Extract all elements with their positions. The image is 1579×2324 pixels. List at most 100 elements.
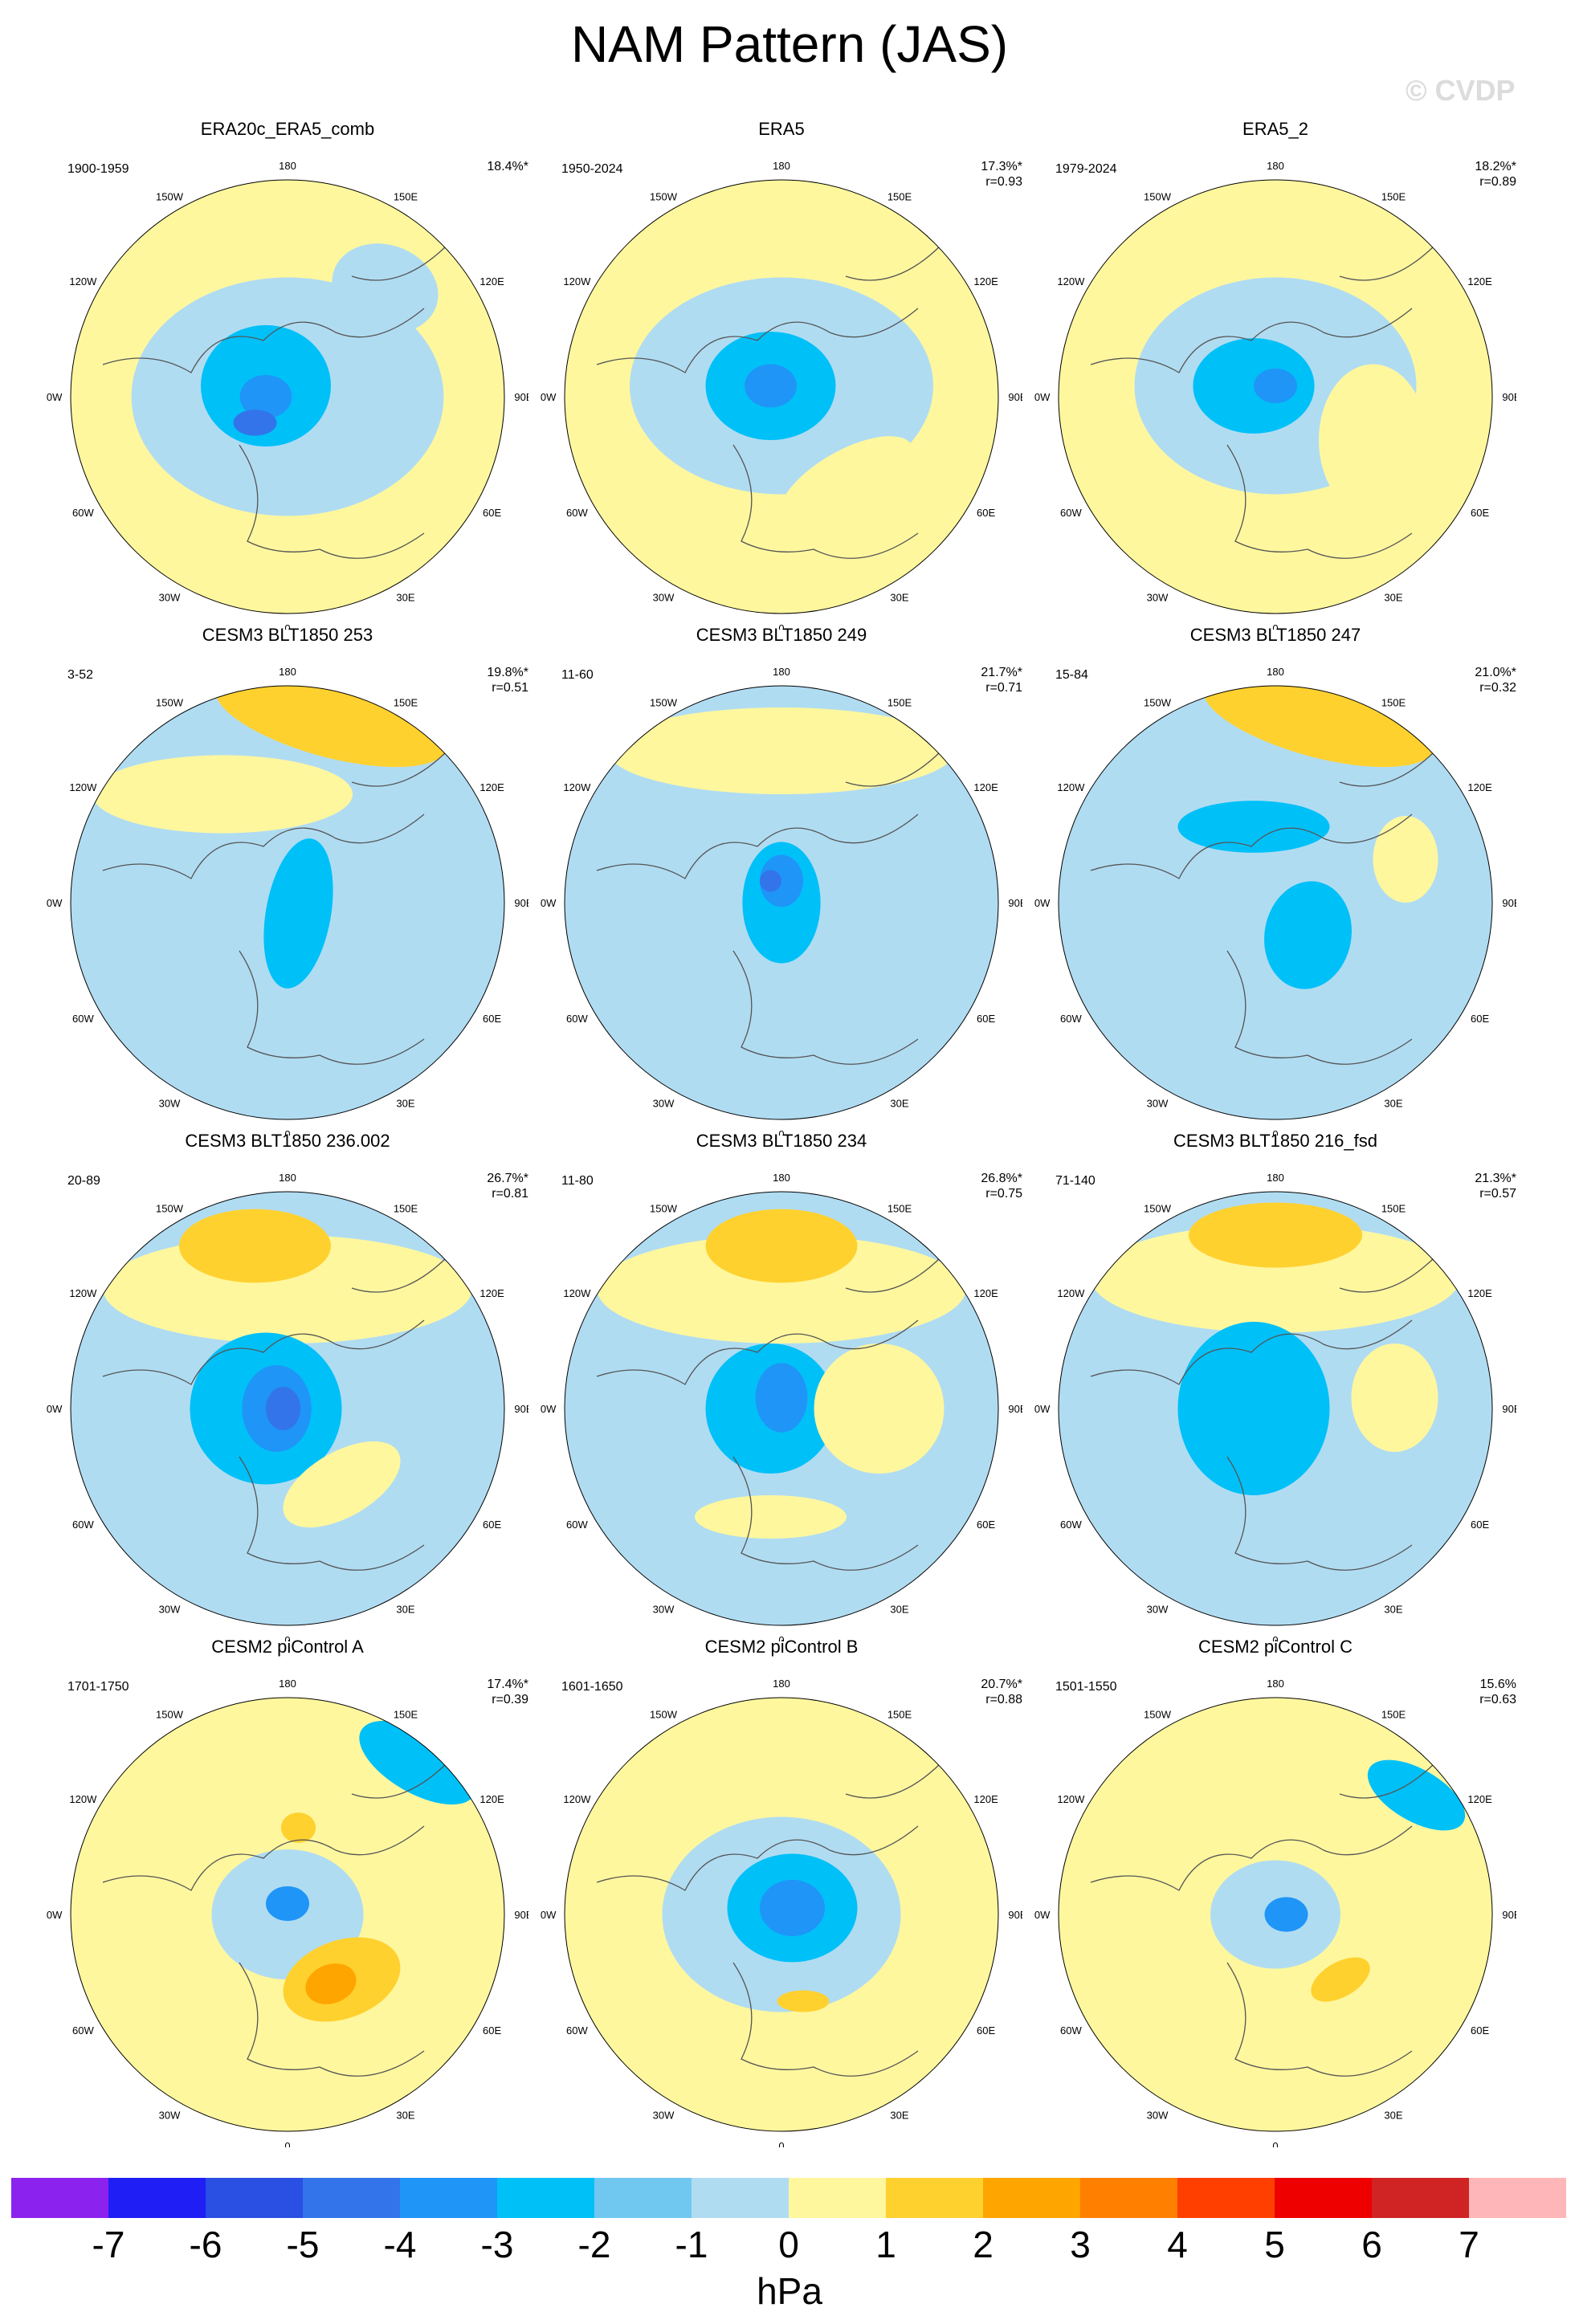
contour-region xyxy=(1189,1202,1362,1268)
contour-region xyxy=(814,1343,945,1474)
panel-stats: 21.3%* r=0.57 xyxy=(1420,1171,1516,1201)
lon-label: 30W xyxy=(1147,591,1169,603)
lon-label: 0 xyxy=(284,622,290,630)
panel-title: CESM3 BLT1850 234 xyxy=(696,1131,867,1151)
lon-label: 120W xyxy=(563,1287,591,1299)
colorbar-swatch xyxy=(983,2178,1080,2218)
colorbar-swatch xyxy=(1469,2178,1566,2218)
lon-label: 60E xyxy=(977,1519,995,1531)
lon-label: 120E xyxy=(973,1287,998,1299)
panel-title: CESM3 BLT1850 236.002 xyxy=(185,1131,390,1151)
lon-label: 30E xyxy=(396,1603,414,1615)
lon-label: 120W xyxy=(563,1793,591,1805)
lon-label: 90W xyxy=(47,1403,63,1415)
colorbar-swatch xyxy=(303,2178,400,2218)
panel-stats: 18.4%* xyxy=(432,159,528,174)
lon-label: 180 xyxy=(773,1678,790,1690)
lon-label: 60E xyxy=(483,2024,501,2037)
panel-stats: 18.2%* r=0.89 xyxy=(1420,159,1516,190)
lon-label: 60W xyxy=(72,2024,94,2037)
polar-map: 180 150E 120E 90E 60E 30E 0 30W 60W 90W 120W 150W xyxy=(47,1678,528,2147)
lon-label: 60W xyxy=(566,1519,588,1531)
lon-label: 30W xyxy=(1147,2109,1169,2121)
contour-region xyxy=(1254,368,1297,404)
contour-region xyxy=(705,1209,858,1283)
contour-region xyxy=(777,1990,830,2012)
lon-label: 120W xyxy=(1057,781,1085,793)
lon-label: 0 xyxy=(284,2140,290,2147)
lon-label: 120W xyxy=(69,1287,97,1299)
lon-label: 90W xyxy=(1034,1403,1051,1415)
lon-label: 90E xyxy=(1008,1403,1022,1415)
map-border xyxy=(1058,1191,1493,1626)
map-border xyxy=(1058,179,1493,614)
map-panel: ERA5 1950-2024 17.3%* r=0.93 180 150E 120E 90E 6… xyxy=(532,119,1030,633)
contour-region xyxy=(778,436,915,531)
panel-percent: 26.8%* xyxy=(981,1172,1022,1185)
contour-region xyxy=(179,1209,331,1283)
lon-label: 60E xyxy=(483,1519,501,1531)
lon-label: 30W xyxy=(653,1097,675,1109)
panel-correlation: r=0.51 xyxy=(492,681,528,695)
polar-map: 180 150E 120E 90E 60E 30E 0 30W 60W 90W 120W 150W xyxy=(541,1678,1022,2147)
lon-label: 120E xyxy=(1467,275,1492,287)
colorbar-swatch xyxy=(1177,2178,1275,2218)
lon-label: 60E xyxy=(483,1013,501,1025)
contour-region xyxy=(695,1495,847,1539)
contour-region xyxy=(760,870,781,892)
lon-label: 30E xyxy=(396,1097,414,1109)
contour-region xyxy=(1351,1343,1438,1452)
polar-map: 180 150E 120E 90E 60E 30E 0 30W 60W 90W 120W 150W xyxy=(47,1172,528,1641)
lon-label: 60E xyxy=(1471,1519,1489,1531)
lon-label: 30E xyxy=(890,1097,908,1109)
map-panel: ERA20c_ERA5_comb 1900-1959 18.4%* 180 150E 12… xyxy=(39,119,537,633)
coastline xyxy=(596,749,943,1065)
polar-map: 180 150E 120E 90E 60E 30E 0 30W 60W 90W 120W 150W xyxy=(541,666,1022,1135)
lon-label: 120E xyxy=(479,1287,504,1299)
colorbar-tick-label: 3 xyxy=(1070,2224,1091,2265)
map-border xyxy=(564,1191,999,1626)
lon-label: 90W xyxy=(1034,391,1051,403)
colorbar-swatch xyxy=(108,2178,206,2218)
lon-label: 90W xyxy=(541,391,557,403)
colorbar-swatch xyxy=(11,2178,108,2218)
lon-label: 60E xyxy=(1471,1013,1489,1025)
lon-label: 180 xyxy=(773,1172,790,1184)
lon-label: 90W xyxy=(541,897,557,909)
lon-label: 60E xyxy=(977,507,995,519)
panel-percent: 21.3%* xyxy=(1475,1172,1516,1185)
lon-label: 150W xyxy=(650,1709,678,1721)
lon-label: 30E xyxy=(396,2109,414,2121)
lon-label: 0 xyxy=(1272,1128,1278,1135)
lon-label: 150W xyxy=(1144,1709,1172,1721)
panel-title: CESM3 BLT1850 253 xyxy=(202,625,373,645)
contour-region xyxy=(755,1363,808,1433)
colorbar-swatch xyxy=(206,2178,303,2218)
panel-years: 1950-2024 xyxy=(561,162,623,176)
panel-years: 11-80 xyxy=(561,1174,594,1188)
lon-label: 90W xyxy=(47,1909,63,1921)
colorbar xyxy=(11,2178,1566,2218)
lon-label: 60W xyxy=(566,507,588,519)
lon-label: 90E xyxy=(1502,1909,1516,1921)
lon-label: 120E xyxy=(479,781,504,793)
contour-region xyxy=(266,1387,301,1430)
polar-map: 180 150E 120E 90E 60E 30E 0 30W 60W 90W 120W 150W xyxy=(1034,666,1516,1135)
panel-percent: 26.7%* xyxy=(487,1172,528,1185)
panel-correlation: r=0.81 xyxy=(492,1187,528,1201)
map-border xyxy=(1058,1697,1493,2132)
contour-region xyxy=(359,1720,476,1805)
lon-label: 30W xyxy=(653,2109,675,2121)
colorbar-units: hPa xyxy=(757,2270,822,2312)
colorbar-swatch xyxy=(1372,2178,1469,2218)
lon-label: 150W xyxy=(156,191,184,203)
colorbar-swatch xyxy=(692,2178,789,2218)
colorbar-tick-label: -7 xyxy=(92,2224,125,2265)
contour-region xyxy=(760,1879,825,1936)
lon-label: 0 xyxy=(1272,1634,1278,1641)
contour-region xyxy=(305,1963,357,2004)
map-border xyxy=(564,685,999,1120)
panel-stats: 20.7%* r=0.88 xyxy=(926,1677,1022,1707)
panel-percent: 21.7%* xyxy=(981,666,1022,679)
lon-label: 0 xyxy=(778,622,784,630)
